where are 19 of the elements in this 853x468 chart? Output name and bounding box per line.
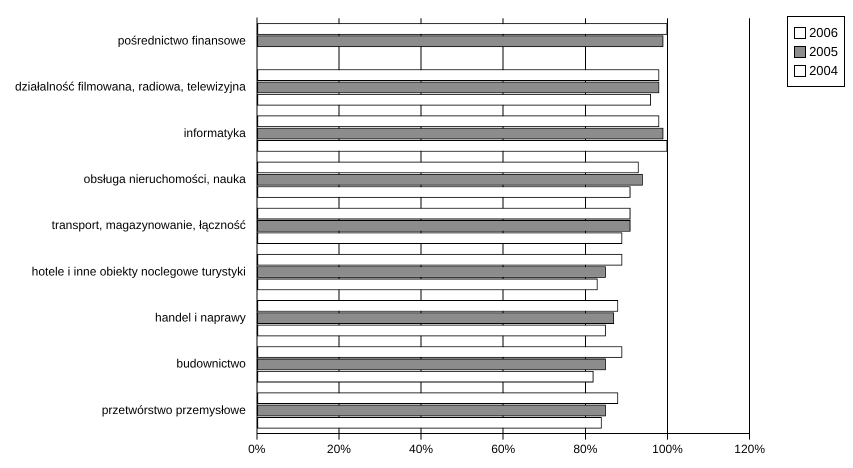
- x-tick-label: 100%: [652, 442, 684, 456]
- text: 2004: [809, 63, 838, 78]
- x-tick-label: 20%: [326, 442, 352, 456]
- y-tick-label: pośrednictwo finansowe: [118, 34, 246, 48]
- x-tick-label: 120%: [734, 442, 766, 456]
- text: 2006: [809, 25, 838, 40]
- y-tick-label: transport, magazynowanie, łączność: [52, 218, 246, 232]
- y-tick-label: przetwórstwo przemysłowe: [102, 402, 246, 417]
- x-tick-label: 60%: [491, 442, 516, 456]
- y-tick-label: hotele i inne obiekty noclegowe turystyki: [32, 264, 246, 278]
- x-tick-label: 40%: [409, 442, 434, 456]
- y-tick-label: działalność filmowana, radiowa, telewizyjna: [14, 80, 246, 94]
- y-tick-label: handel i naprawy: [155, 310, 246, 325]
- y-tick-label: budownictwo: [176, 356, 246, 371]
- legend-label: 2005: [809, 44, 838, 59]
- y-tick-label: informatyka: [184, 126, 246, 140]
- x-tick-label: 0%: [248, 442, 266, 456]
- y-tick-label: obsługa nieruchomości, nauka: [84, 172, 246, 186]
- x-tick-label: 80%: [573, 442, 598, 456]
